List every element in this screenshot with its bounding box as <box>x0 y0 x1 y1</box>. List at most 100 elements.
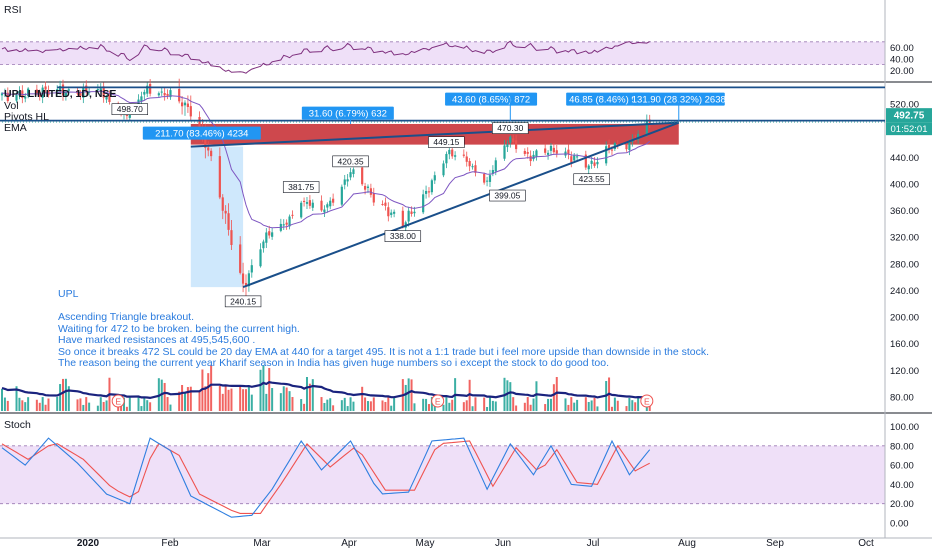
volume-bar <box>634 402 637 411</box>
candle-body <box>448 149 451 155</box>
candle <box>430 178 433 195</box>
candle-body <box>424 190 428 194</box>
x-tick: Oct <box>858 538 874 549</box>
candle <box>183 100 187 116</box>
candle-body <box>58 86 62 91</box>
volume-bar <box>96 405 99 411</box>
earnings-marker <box>431 394 445 408</box>
candle-body <box>544 148 547 153</box>
candle-body <box>35 89 38 94</box>
candle-body <box>143 91 146 95</box>
candle <box>462 149 465 158</box>
candle <box>343 174 346 190</box>
candle <box>512 134 515 145</box>
candle-body <box>300 202 303 218</box>
candle <box>140 91 143 106</box>
candle <box>180 95 184 115</box>
candle <box>79 90 82 100</box>
volume-bar <box>311 379 314 411</box>
candle-body <box>282 224 285 226</box>
volume-bar <box>35 399 38 411</box>
candle-body <box>24 96 27 99</box>
x-tick: Feb <box>161 538 179 549</box>
earnings-label: E <box>115 397 121 407</box>
earnings-label: E <box>435 397 441 407</box>
volume-bar <box>271 388 274 411</box>
candle-body <box>247 273 250 287</box>
candle-body <box>207 147 210 151</box>
candle-body <box>44 86 47 90</box>
candle-body <box>610 149 614 151</box>
candle <box>567 144 570 160</box>
candle <box>218 147 221 200</box>
candle <box>308 195 311 209</box>
candle-body <box>140 96 143 102</box>
pivot-label: 498.70 <box>117 104 143 114</box>
candle-body <box>372 193 375 203</box>
volume-bar <box>393 398 396 411</box>
stoch-tick: 0.00 <box>890 519 909 530</box>
candle <box>41 84 44 104</box>
stoch-tick: 20.00 <box>890 499 914 510</box>
volume-bar <box>628 397 631 411</box>
volume-bar <box>326 399 329 411</box>
x-tick: Aug <box>678 538 696 549</box>
candle-body <box>108 94 111 103</box>
candle <box>27 87 30 99</box>
stoch-tick: 100.00 <box>890 422 919 433</box>
resistance-trendline <box>190 121 679 148</box>
volume-bar <box>637 397 640 411</box>
candle-body <box>427 191 431 193</box>
rsi-label: RSI <box>4 4 22 16</box>
volume-bar <box>207 373 210 411</box>
volume-bar <box>445 397 448 411</box>
volume-bar <box>178 391 181 411</box>
candle <box>387 202 390 222</box>
candle <box>239 236 242 275</box>
candle <box>471 163 474 170</box>
candle-body <box>224 210 227 214</box>
candle-body <box>555 150 558 154</box>
volume-bar <box>85 397 88 411</box>
candle-body <box>445 153 448 164</box>
candle-body <box>532 154 535 160</box>
volume-bar <box>433 403 436 411</box>
candle-body <box>41 87 44 98</box>
stoch-tick: 80.00 <box>890 441 914 452</box>
volume-bar <box>552 384 555 411</box>
volume-bar <box>343 397 346 411</box>
candle-body <box>607 144 611 149</box>
candle <box>369 183 372 198</box>
volume-bar <box>407 378 410 411</box>
earnings-label: E <box>644 397 650 407</box>
candle <box>285 219 288 230</box>
ema-line <box>1 90 651 229</box>
volume-bar <box>27 397 30 411</box>
volume-bar <box>308 383 311 411</box>
candle-body <box>509 136 512 143</box>
volume-bar <box>494 401 497 411</box>
volume-bar <box>221 393 224 411</box>
volume-bar <box>227 389 230 411</box>
volume-bar <box>189 386 192 411</box>
pivot-box <box>428 136 465 148</box>
volume-bar <box>230 388 233 411</box>
candle <box>390 209 393 218</box>
volume-bar <box>105 400 108 411</box>
volume-bar <box>610 406 613 411</box>
candle-body <box>637 133 640 140</box>
stoch-tick: 60.00 <box>890 461 914 472</box>
volume-bar <box>285 387 288 411</box>
candle-body <box>549 145 553 151</box>
volume-bar <box>244 389 247 411</box>
candle-body <box>146 85 149 94</box>
candle <box>61 79 65 101</box>
candle <box>605 141 608 166</box>
volume-bar <box>268 367 271 411</box>
candle <box>250 259 253 278</box>
volume-bar <box>570 397 573 411</box>
candle <box>282 219 285 230</box>
candle-body <box>515 140 518 150</box>
support-trendline <box>242 121 680 289</box>
candle <box>163 87 166 101</box>
